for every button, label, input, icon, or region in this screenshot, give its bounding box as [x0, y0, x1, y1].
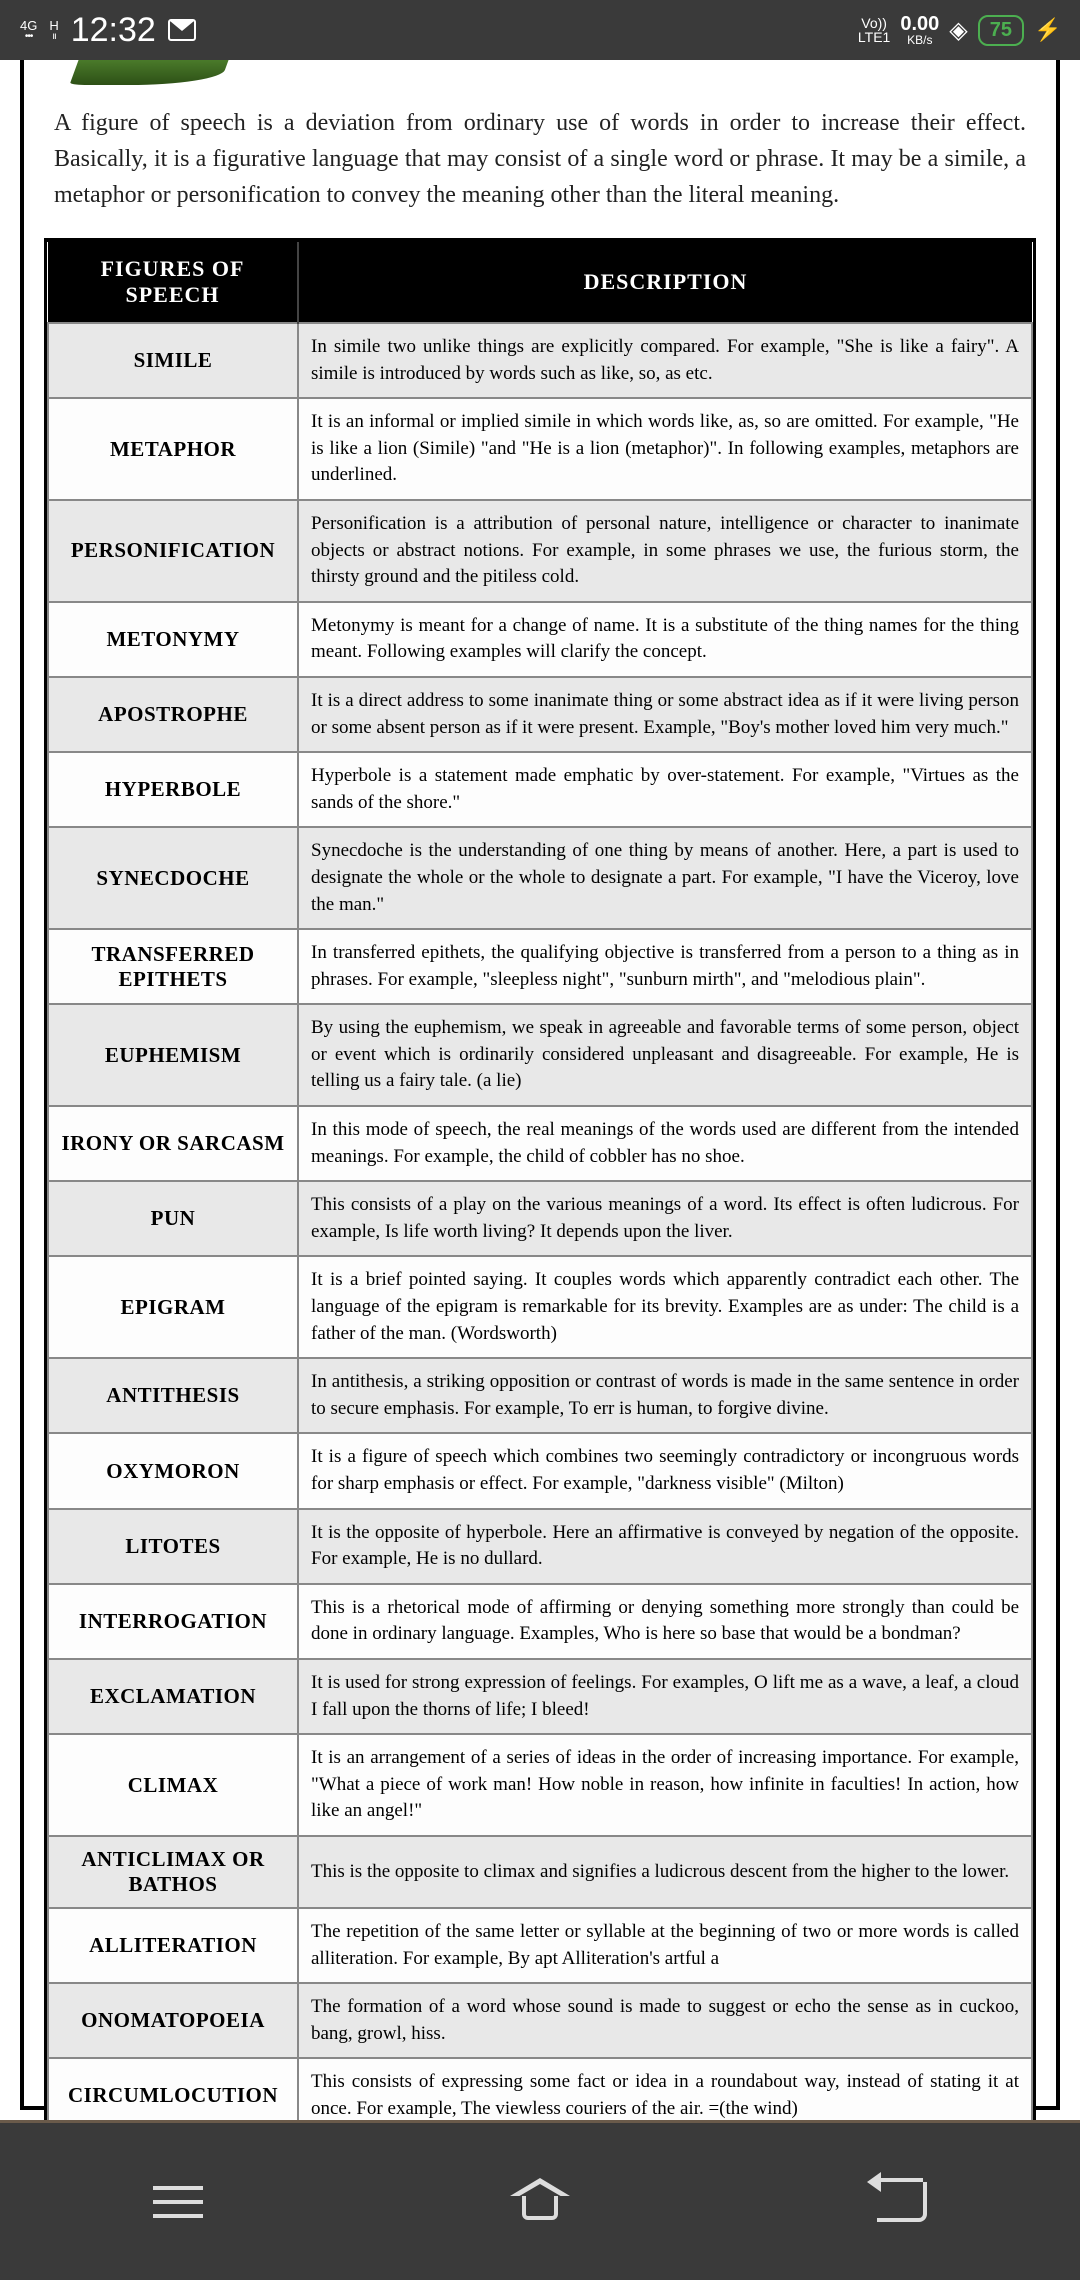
figure-description: It is used for strong expression of feel… — [298, 1659, 1032, 1734]
figure-name: ONOMATOPOEIA — [48, 1983, 298, 2058]
figure-name: PERSONIFICATION — [48, 500, 298, 602]
mail-icon — [168, 19, 196, 41]
figure-name: METAPHOR — [48, 398, 298, 500]
volte-indicator: Vo)) LTE1 — [858, 16, 890, 44]
figure-description: In simile two unlike things are explicit… — [298, 323, 1032, 398]
figure-name: HYPERBOLE — [48, 752, 298, 827]
figure-description: The repetition of the same letter or syl… — [298, 1908, 1032, 1983]
figure-description: Hyperbole is a statement made emphatic b… — [298, 752, 1032, 827]
figure-description: This consists of expressing some fact or… — [298, 2058, 1032, 2120]
figure-description: This consists of a play on the various m… — [298, 1181, 1032, 1256]
figure-description: Metonymy is meant for a change of name. … — [298, 602, 1032, 677]
status-bar: 4G ••• H ıı 12:32 Vo)) LTE1 0.00 KB/s ◈ … — [0, 0, 1080, 60]
figure-name: ALLITERATION — [48, 1908, 298, 1983]
navigation-bar — [0, 2120, 1080, 2280]
figure-name: OXYMORON — [48, 1433, 298, 1508]
figure-name: TRANSFERRED EPITHETS — [48, 929, 298, 1004]
table-row: METONYMYMetonymy is meant for a change o… — [48, 602, 1032, 677]
table-row: ALLITERATIONThe repetition of the same l… — [48, 1908, 1032, 1983]
figure-description: Personification is a attribution of pers… — [298, 500, 1032, 602]
document-viewport[interactable]: A figure of speech is a deviation from o… — [0, 60, 1080, 2120]
header-figures: FIGURES OF SPEECH — [48, 242, 298, 323]
table-row: SIMILEIn simile two unlike things are ex… — [48, 323, 1032, 398]
recent-apps-button[interactable] — [153, 2186, 203, 2218]
figure-description: Synecdoche is the understanding of one t… — [298, 827, 1032, 929]
clock: 12:32 — [71, 11, 156, 50]
table-row: IRONY OR SARCASMIn this mode of speech, … — [48, 1106, 1032, 1181]
figure-name: ANTITHESIS — [48, 1358, 298, 1433]
figure-description: This is a rhetorical mode of affirming o… — [298, 1584, 1032, 1659]
figure-name: IRONY OR SARCASM — [48, 1106, 298, 1181]
wifi-icon: ◈ — [949, 16, 967, 45]
table-row: INTERROGATIONThis is a rhetorical mode o… — [48, 1584, 1032, 1659]
table-row: EPIGRAMIt is a brief pointed saying. It … — [48, 1256, 1032, 1358]
table-row: METAPHORIt is an informal or implied sim… — [48, 398, 1032, 500]
table-row: PUNThis consists of a play on the variou… — [48, 1181, 1032, 1256]
table-row: OXYMORONIt is a figure of speech which c… — [48, 1433, 1032, 1508]
figure-name: METONYMY — [48, 602, 298, 677]
table-row: PERSONIFICATIONPersonification is a attr… — [48, 500, 1032, 602]
figure-description: This is the opposite to climax and signi… — [298, 1836, 1032, 1908]
figures-of-speech-table: FIGURES OF SPEECH DESCRIPTION SIMILEIn s… — [47, 242, 1033, 2120]
figure-name: PUN — [48, 1181, 298, 1256]
home-button[interactable] — [510, 2182, 570, 2222]
figure-description: It is the opposite of hyperbole. Here an… — [298, 1509, 1032, 1584]
table-row: TRANSFERRED EPITHETSIn transferred epith… — [48, 929, 1032, 1004]
figure-description: It is a direct address to some inanimate… — [298, 677, 1032, 752]
data-speed: 0.00 KB/s — [900, 14, 939, 46]
table-row: ONOMATOPOEIAThe formation of a word whos… — [48, 1983, 1032, 2058]
figure-description: By using the euphemism, we speak in agre… — [298, 1004, 1032, 1106]
figure-name: EPIGRAM — [48, 1256, 298, 1358]
signal-4g: 4G ••• — [20, 19, 37, 42]
figure-name: APOSTROPHE — [48, 677, 298, 752]
figure-name: ANTICLIMAX OR BATHOS — [48, 1836, 298, 1908]
intro-paragraph: A figure of speech is a deviation from o… — [44, 85, 1036, 238]
figure-name: INTERROGATION — [48, 1584, 298, 1659]
figure-description: It is an arrangement of a series of idea… — [298, 1734, 1032, 1836]
figure-description: It is a figure of speech which combines … — [298, 1433, 1032, 1508]
figure-name: SYNECDOCHE — [48, 827, 298, 929]
table-row: LITOTESIt is the opposite of hyperbole. … — [48, 1509, 1032, 1584]
figure-name: SIMILE — [48, 323, 298, 398]
signal-h: H ıı — [49, 19, 58, 42]
figure-description: In this mode of speech, the real meaning… — [298, 1106, 1032, 1181]
table-row: EUPHEMISMBy using the euphemism, we spea… — [48, 1004, 1032, 1106]
table-row: CLIMAXIt is an arrangement of a series o… — [48, 1734, 1032, 1836]
table-row: ANTICLIMAX OR BATHOSThis is the opposite… — [48, 1836, 1032, 1908]
figure-name: CLIMAX — [48, 1734, 298, 1836]
figure-name: EUPHEMISM — [48, 1004, 298, 1106]
figure-name: EXCLAMATION — [48, 1659, 298, 1734]
table-row: SYNECDOCHESynecdoche is the understandin… — [48, 827, 1032, 929]
table-row: APOSTROPHEIt is a direct address to some… — [48, 677, 1032, 752]
back-button[interactable] — [877, 2182, 927, 2222]
header-description: DESCRIPTION — [298, 242, 1032, 323]
figure-name: LITOTES — [48, 1509, 298, 1584]
figure-description: It is a brief pointed saying. It couples… — [298, 1256, 1032, 1358]
table-row: CIRCUMLOCUTIONThis consists of expressin… — [48, 2058, 1032, 2120]
table-row: HYPERBOLEHyperbole is a statement made e… — [48, 752, 1032, 827]
charging-icon: ⚡ — [1034, 17, 1060, 43]
figure-description: It is an informal or implied simile in w… — [298, 398, 1032, 500]
table-row: ANTITHESISIn antithesis, a striking oppo… — [48, 1358, 1032, 1433]
leaf-decoration — [69, 60, 228, 85]
figure-name: CIRCUMLOCUTION — [48, 2058, 298, 2120]
figure-description: In transferred epithets, the qualifying … — [298, 929, 1032, 1004]
battery-indicator: 75 — [978, 15, 1024, 46]
figure-description: The formation of a word whose sound is m… — [298, 1983, 1032, 2058]
figure-description: In antithesis, a striking opposition or … — [298, 1358, 1032, 1433]
table-row: EXCLAMATIONIt is used for strong express… — [48, 1659, 1032, 1734]
